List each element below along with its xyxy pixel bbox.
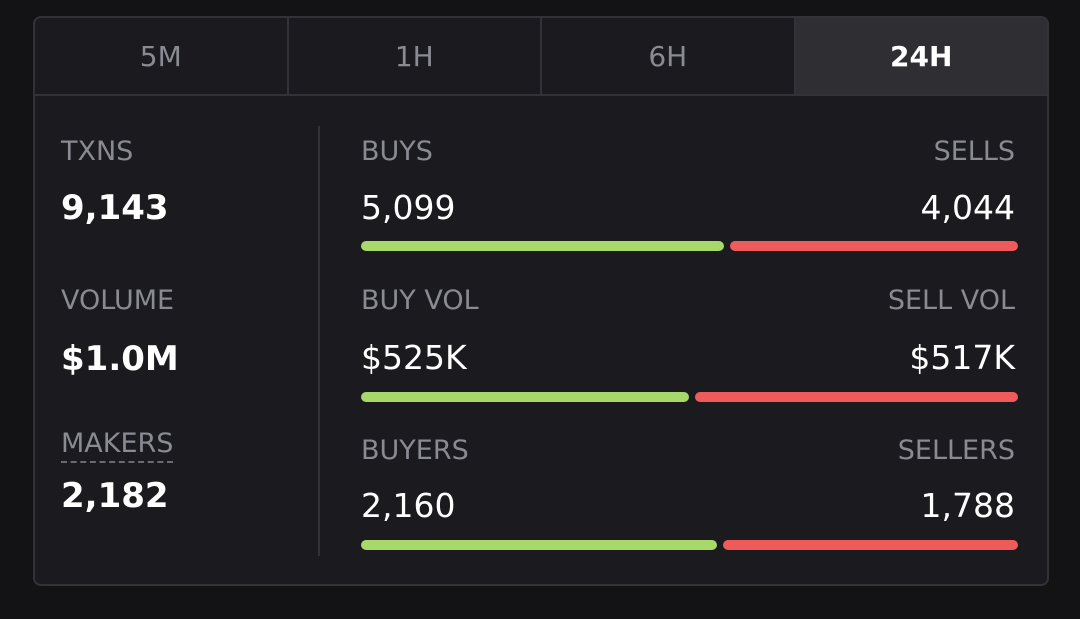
sell-vol-value: $517K	[909, 338, 1015, 377]
buys-value: 5,099	[361, 188, 456, 227]
sellers-bar	[723, 540, 1018, 550]
tab-1h[interactable]: 1H	[289, 18, 542, 94]
sellers-value: 1,788	[920, 486, 1015, 525]
makers-label[interactable]: MAKERS	[61, 428, 174, 463]
buy-vol-label: BUY VOL	[361, 285, 479, 316]
buy-vol-value: $525K	[361, 338, 467, 377]
tab-5m[interactable]: 5M	[35, 18, 289, 94]
buyers-label: BUYERS	[361, 435, 469, 466]
sells-label: SELLS	[933, 136, 1015, 167]
buyers-value: 2,160	[361, 486, 456, 525]
buys-label: BUYS	[361, 136, 433, 167]
tab-6h[interactable]: 6H	[542, 18, 796, 94]
buyers-bar	[361, 540, 717, 550]
sells-bar	[730, 241, 1018, 251]
makers-value: 2,182	[61, 476, 169, 516]
sellers-label: SELLERS	[897, 435, 1015, 466]
sells-value: 4,044	[920, 188, 1015, 227]
transactions-stats-card: 5M 1H 6H 24H TXNS 9,143 VOLUME $1.0M MAK…	[33, 16, 1049, 586]
buy-vol-bar	[361, 392, 689, 402]
txns-label: TXNS	[61, 136, 134, 167]
volume-value: $1.0M	[61, 339, 179, 379]
buys-bar	[361, 241, 724, 251]
txns-value: 9,143	[61, 188, 169, 228]
sell-vol-bar	[695, 392, 1018, 402]
volume-label: VOLUME	[61, 285, 175, 316]
column-divider	[318, 126, 320, 556]
timeframe-tabs: 5M 1H 6H 24H	[35, 18, 1047, 96]
tab-24h[interactable]: 24H	[795, 18, 1047, 94]
sell-vol-label: SELL VOL	[887, 285, 1015, 316]
